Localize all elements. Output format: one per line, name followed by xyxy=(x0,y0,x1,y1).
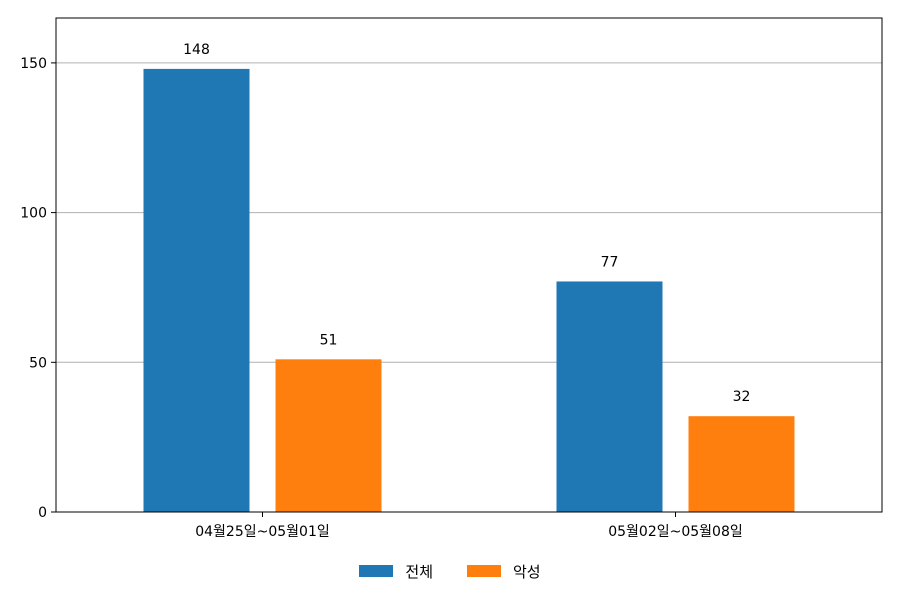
legend-item-total: 전체 xyxy=(359,561,433,582)
legend-swatch-malicious xyxy=(467,565,501,577)
legend-swatch-total xyxy=(359,565,394,577)
y-tick-label-0: 0 xyxy=(38,505,47,521)
data-label-series1-cat1: 32 xyxy=(733,389,751,405)
x-tick-label-0: 04월25일~05월01일 xyxy=(195,524,330,540)
y-tick-label-100: 100 xyxy=(20,206,47,222)
y-tick-label-150: 150 xyxy=(20,56,47,72)
legend-label-malicious: 악성 xyxy=(513,562,541,581)
legend-label-total: 전체 xyxy=(405,562,433,581)
plot-area-frame xyxy=(55,17,883,513)
y-axis: 0 50 100 150 xyxy=(20,56,56,521)
legend-item-malicious: 악성 xyxy=(467,561,541,582)
legend: 전체 악성 xyxy=(0,558,900,584)
data-label-series0-cat1: 77 xyxy=(601,254,619,270)
bar-series0-cat1 xyxy=(556,281,663,512)
data-labels: 148 51 77 32 xyxy=(183,42,750,405)
data-label-series0-cat0: 148 xyxy=(183,42,210,58)
bar-series1-cat1 xyxy=(688,416,795,512)
x-axis: 04월25일~05월01일 05월02일~05월08일 xyxy=(195,512,743,540)
bars xyxy=(143,68,795,512)
bar-series1-cat0 xyxy=(275,359,382,512)
x-tick-label-1: 05월02일~05월08일 xyxy=(608,524,743,540)
y-tick-label-50: 50 xyxy=(29,355,47,371)
data-label-series1-cat0: 51 xyxy=(320,332,338,348)
bar-series0-cat0 xyxy=(143,68,250,512)
